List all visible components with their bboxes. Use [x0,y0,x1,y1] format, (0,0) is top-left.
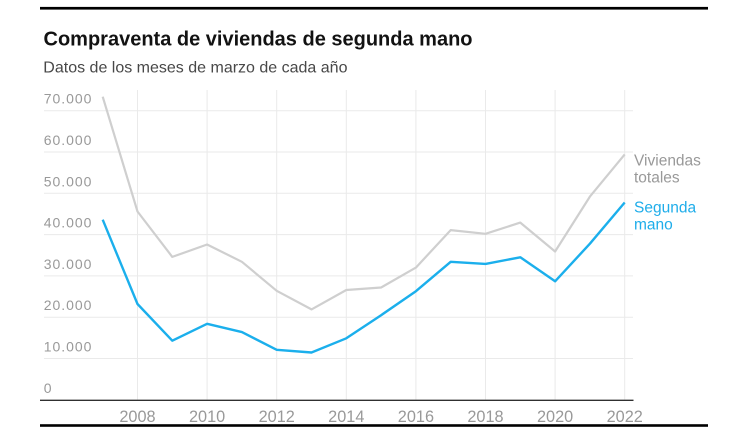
svg-text:Viviendas: Viviendas [634,153,701,170]
svg-text:2020: 2020 [537,408,573,426]
svg-text:totales: totales [634,169,680,186]
svg-text:2008: 2008 [119,408,155,426]
svg-text:2022: 2022 [607,408,643,426]
svg-text:mano: mano [634,217,673,234]
svg-text:Datos de los meses de marzo de: Datos de los meses de marzo de cada año [43,59,347,76]
svg-text:Segunda: Segunda [634,200,696,217]
svg-text:40.000: 40.000 [44,215,93,231]
svg-text:50.000: 50.000 [44,173,93,189]
svg-text:2016: 2016 [398,408,434,426]
svg-text:0: 0 [44,380,53,396]
svg-text:70.000: 70.000 [44,91,93,107]
svg-text:10.000: 10.000 [44,339,93,355]
svg-text:2014: 2014 [328,408,364,426]
svg-text:2010: 2010 [189,408,225,426]
svg-text:2018: 2018 [467,408,503,426]
svg-text:60.000: 60.000 [44,132,93,148]
svg-text:20.000: 20.000 [44,297,93,313]
svg-text:30.000: 30.000 [44,256,93,272]
svg-text:Compraventa de viviendas de se: Compraventa de viviendas de segunda mano [44,28,473,50]
svg-text:2012: 2012 [259,408,295,426]
